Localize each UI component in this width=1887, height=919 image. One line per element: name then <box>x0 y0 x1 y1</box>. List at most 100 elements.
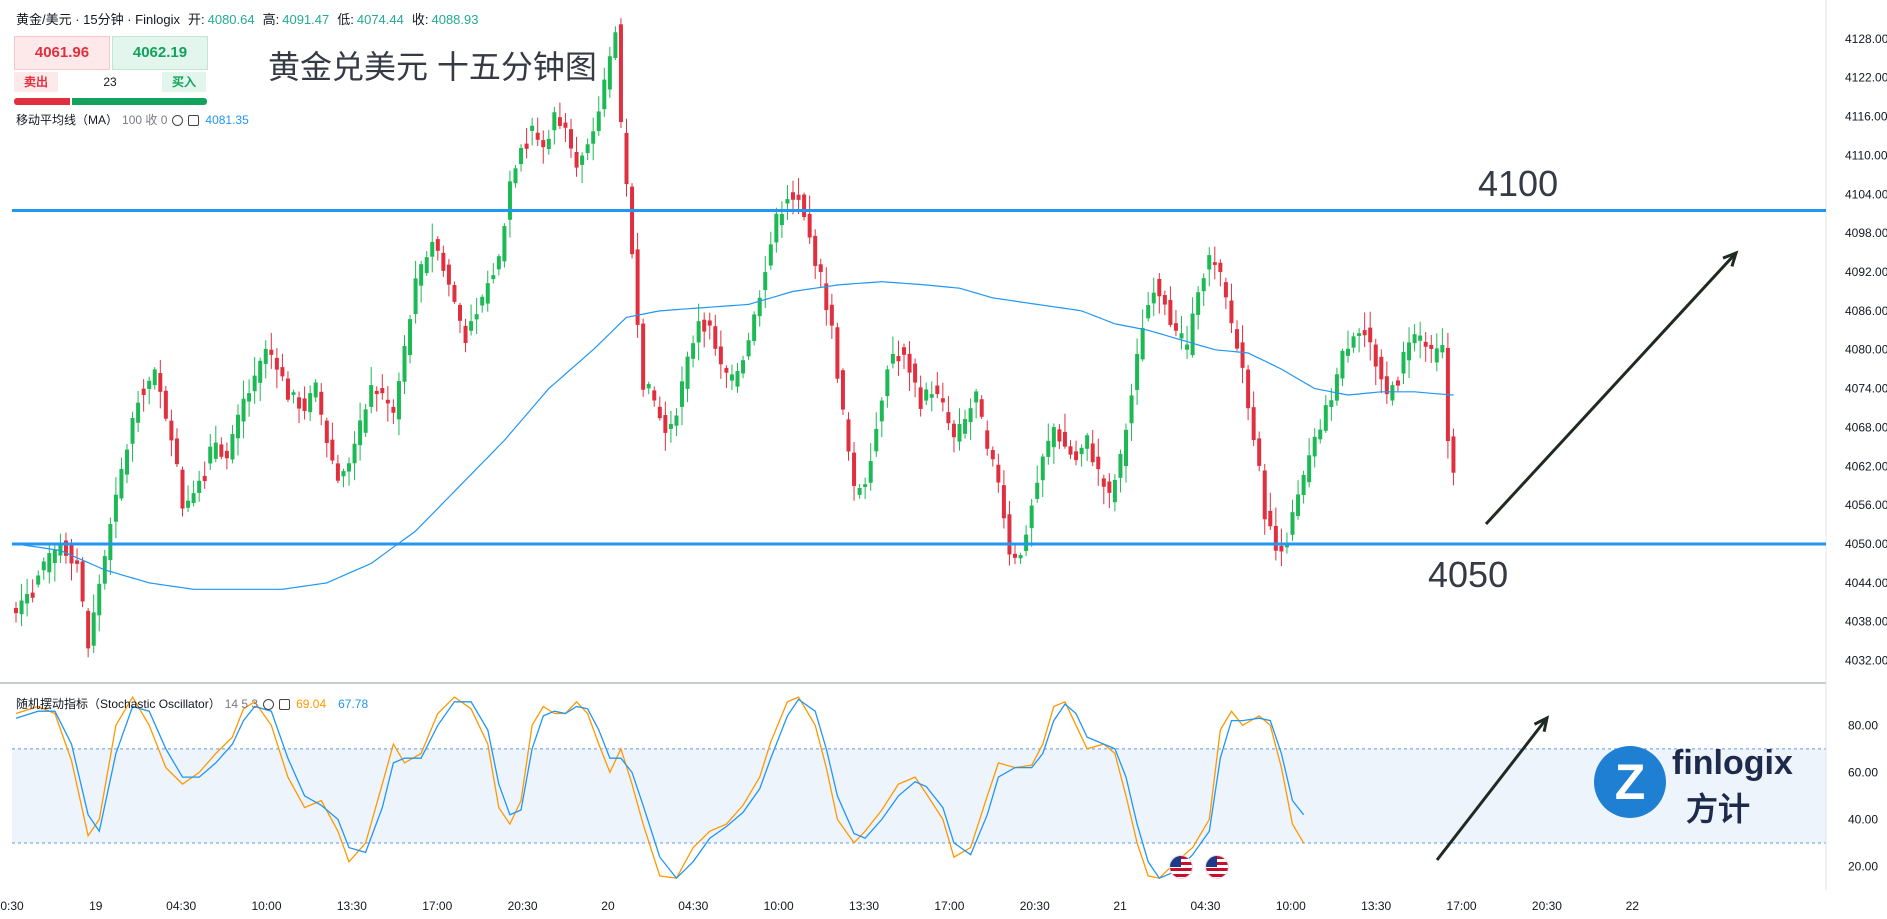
candle-down <box>1373 344 1378 367</box>
candle-up <box>230 434 235 460</box>
price-axis-tick: 4074.00 <box>1845 382 1887 396</box>
buy-button[interactable]: 买入 <box>162 72 206 92</box>
time-axis-tick: 17:00 <box>934 899 964 913</box>
candle-up <box>646 384 651 389</box>
level-4100-label: 4100 <box>1478 163 1559 204</box>
us-flag-icon[interactable] <box>1206 856 1228 878</box>
candle-down <box>996 464 1001 483</box>
candle-up <box>1196 292 1201 315</box>
candle-down <box>86 610 91 649</box>
candle-up <box>1201 278 1206 292</box>
time-axis-tick: 04:30 <box>166 899 196 913</box>
candle-down <box>951 423 956 438</box>
stochastic-name: 随机摆动指标（Stochastic Oscillator） <box>16 697 221 711</box>
candle-up <box>1112 479 1117 503</box>
candle-down <box>1173 323 1178 331</box>
stochastic-band <box>12 748 1826 843</box>
price-axis-tick: 4116.00 <box>1845 110 1887 124</box>
time-axis-tick: 20:30 <box>1532 899 1562 913</box>
gear-icon[interactable] <box>172 115 184 126</box>
candle-down <box>1273 525 1278 551</box>
candle-up <box>152 369 157 386</box>
price-axis-tick: 4050.00 <box>1845 537 1887 551</box>
candle-down <box>1451 436 1456 473</box>
candle-up <box>685 356 690 389</box>
stochastic-params: 14 5 3 <box>224 697 259 711</box>
candle-down <box>80 561 85 602</box>
candle-up <box>1185 344 1190 350</box>
candle-up <box>1035 482 1040 499</box>
candle-up <box>507 181 512 220</box>
stochastic-axis-tick: 60.00 <box>1848 765 1878 779</box>
candle-down <box>524 143 529 149</box>
candle-down <box>990 450 995 460</box>
candle-up <box>186 500 191 508</box>
candle-up <box>263 348 268 364</box>
candle-down <box>663 415 668 433</box>
gear-icon[interactable] <box>263 699 275 710</box>
candle-up <box>674 415 679 426</box>
candle-down <box>902 347 906 355</box>
price-axis-tick: 4032.00 <box>1845 654 1887 668</box>
sell-price-button[interactable]: 4061.96 <box>14 36 110 70</box>
candle-down <box>824 283 829 311</box>
candle-up <box>1323 405 1328 431</box>
candle-up <box>1190 313 1195 356</box>
buy-price-button[interactable]: 4062.19 <box>112 36 208 70</box>
candle-down <box>935 385 940 395</box>
time-axis-tick: 13:30 <box>337 899 367 913</box>
candle-up <box>957 424 962 442</box>
candle-up <box>1124 429 1128 467</box>
candle-up <box>546 138 551 149</box>
candle-down <box>1235 329 1239 349</box>
candle-up <box>1407 342 1412 361</box>
candle-down <box>574 151 579 168</box>
candle-down <box>918 387 923 409</box>
candle-up <box>668 424 673 429</box>
us-flag-icon[interactable] <box>1170 856 1192 878</box>
candle-down <box>391 406 396 413</box>
candle-down <box>563 122 568 128</box>
candle-down <box>707 320 712 326</box>
trash-icon[interactable] <box>188 115 200 126</box>
candle-up <box>513 168 518 184</box>
candle-up <box>396 381 401 420</box>
candle-down <box>541 140 546 148</box>
candle-down <box>269 349 274 355</box>
candle-up <box>113 494 118 522</box>
stochastic-axis-tick: 80.00 <box>1848 718 1878 732</box>
candle-up <box>47 553 52 573</box>
candle-up <box>1312 436 1317 457</box>
sell-button[interactable]: 卖出 <box>14 72 58 92</box>
candle-up <box>1079 447 1084 455</box>
candle-up <box>857 488 862 495</box>
candle-down <box>940 398 945 403</box>
candle-up <box>785 199 790 204</box>
price-axis-tick: 4128.00 <box>1845 32 1887 46</box>
candle-down <box>169 420 174 441</box>
candle-up <box>119 468 124 499</box>
candle-up <box>691 343 696 359</box>
stochastic-legend[interactable]: 随机摆动指标（Stochastic Oscillator） 14 5 3 69.04… <box>16 695 368 712</box>
candle-up <box>1334 374 1339 401</box>
candle-up <box>746 340 751 357</box>
candle-up <box>52 549 57 564</box>
candle-down <box>557 117 562 126</box>
trash-icon[interactable] <box>279 699 291 710</box>
time-axis-tick: 20 <box>601 899 615 913</box>
candle-up <box>413 278 418 315</box>
candle-up <box>208 446 213 464</box>
candle-down <box>624 132 629 185</box>
candle-up <box>752 314 757 341</box>
candle-up <box>197 480 202 493</box>
time-axis-tick: 10:00 <box>252 899 282 913</box>
candle-up <box>1129 395 1134 424</box>
candle-up <box>868 461 873 483</box>
ma-legend[interactable]: 移动平均线（MA） 100 收 0 4081.35 <box>16 111 249 128</box>
candle-down <box>219 444 224 457</box>
candle-up <box>369 385 374 407</box>
candle-up <box>1018 555 1023 559</box>
low-value: 4074.44 <box>356 12 404 27</box>
candle-down <box>840 370 845 410</box>
